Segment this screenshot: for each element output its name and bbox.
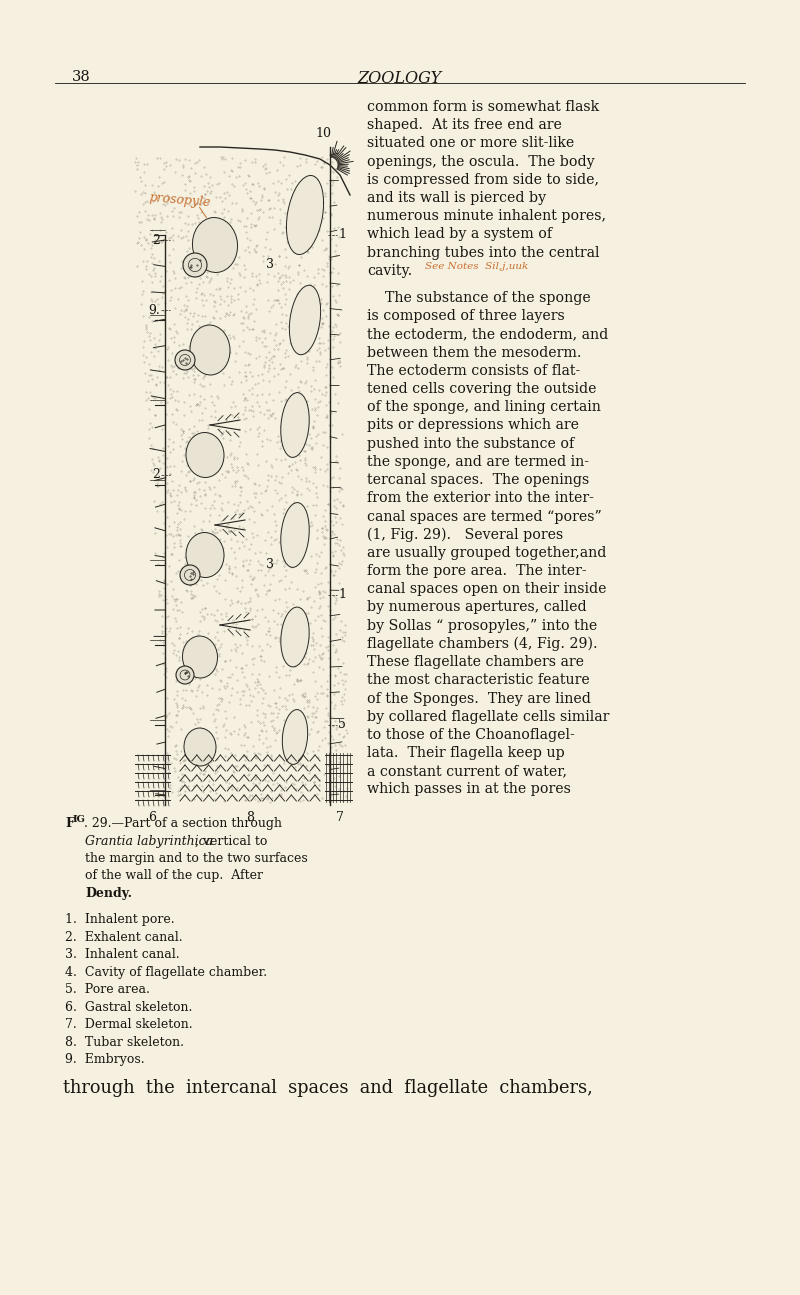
Text: lata.  Their flagella keep up: lata. Their flagella keep up [367, 746, 565, 760]
Text: 1: 1 [338, 588, 346, 601]
Text: . 29.—Part of a section through: . 29.—Part of a section through [84, 817, 282, 830]
Text: 6: 6 [148, 811, 156, 824]
Text: form the pore area.  The inter-: form the pore area. The inter- [367, 565, 586, 578]
Circle shape [180, 565, 200, 585]
Text: canal spaces are termed “pores”: canal spaces are termed “pores” [367, 509, 602, 523]
Text: flagellate chambers (4, Fig. 29).: flagellate chambers (4, Fig. 29). [367, 637, 598, 651]
Text: of the wall of the cup.  After: of the wall of the cup. After [85, 869, 263, 882]
Text: by Sollas “ prosopyles,” into the: by Sollas “ prosopyles,” into the [367, 619, 598, 633]
Text: pits or depressions which are: pits or depressions which are [367, 418, 579, 433]
Text: is compressed from side to side,: is compressed from side to side, [367, 172, 599, 186]
Text: the ectoderm, the endoderm, and: the ectoderm, the endoderm, and [367, 328, 608, 342]
Text: canal spaces open on their inside: canal spaces open on their inside [367, 583, 606, 596]
Text: 1: 1 [338, 228, 346, 241]
Text: , vertical to: , vertical to [195, 834, 267, 847]
Text: the sponge, and are termed in-: the sponge, and are termed in- [367, 455, 589, 469]
Text: the margin and to the two surfaces: the margin and to the two surfaces [85, 852, 308, 865]
Text: 38: 38 [72, 70, 90, 84]
Text: F: F [65, 817, 74, 830]
Text: a constant current of water,: a constant current of water, [367, 764, 567, 778]
Ellipse shape [290, 285, 321, 355]
Text: See Notes  Sil,j,uuk: See Notes Sil,j,uuk [425, 262, 528, 271]
Text: 2: 2 [152, 469, 160, 482]
Text: by numerous apertures, called: by numerous apertures, called [367, 601, 586, 615]
Text: 6.  Gastral skeleton.: 6. Gastral skeleton. [65, 1001, 192, 1014]
Text: which lead by a system of: which lead by a system of [367, 228, 552, 241]
Text: branching tubes into the central: branching tubes into the central [367, 246, 599, 259]
Text: common form is somewhat flask: common form is somewhat flask [367, 100, 599, 114]
Circle shape [176, 666, 194, 684]
Text: 7.  Dermal skeleton.: 7. Dermal skeleton. [65, 1018, 193, 1031]
Ellipse shape [193, 218, 238, 272]
Ellipse shape [186, 433, 224, 478]
Text: 7: 7 [336, 811, 344, 824]
Text: The ectoderm consists of flat-: The ectoderm consists of flat- [367, 364, 580, 378]
Text: pushed into the substance of: pushed into the substance of [367, 436, 574, 451]
Text: ZOOLOGY: ZOOLOGY [358, 70, 442, 87]
Text: 9.: 9. [148, 303, 160, 316]
Text: cavity.: cavity. [367, 264, 412, 278]
Text: are usually grouped together,and: are usually grouped together,and [367, 546, 606, 559]
Text: 5: 5 [338, 719, 346, 732]
Text: shaped.  At its free end are: shaped. At its free end are [367, 118, 562, 132]
Text: (1, Fig. 29).   Several pores: (1, Fig. 29). Several pores [367, 527, 563, 543]
Text: of the sponge, and lining certain: of the sponge, and lining certain [367, 400, 601, 414]
Text: tercanal spaces.  The openings: tercanal spaces. The openings [367, 473, 590, 487]
Circle shape [183, 253, 207, 277]
Ellipse shape [281, 392, 310, 457]
Text: 3: 3 [266, 558, 274, 571]
Text: These flagellate chambers are: These flagellate chambers are [367, 655, 584, 670]
Text: of the Sponges.  They are lined: of the Sponges. They are lined [367, 692, 591, 706]
Text: openings, the oscula.  The body: openings, the oscula. The body [367, 154, 594, 168]
Text: 8.  Tubar skeleton.: 8. Tubar skeleton. [65, 1036, 184, 1049]
Ellipse shape [190, 325, 230, 376]
Text: to those of the Choanoflagel-: to those of the Choanoflagel- [367, 728, 574, 742]
Text: 8: 8 [246, 811, 254, 824]
Text: from the exterior into the inter-: from the exterior into the inter- [367, 491, 594, 505]
Text: situated one or more slit-like: situated one or more slit-like [367, 136, 574, 150]
Ellipse shape [281, 502, 310, 567]
Text: 5.  Pore area.: 5. Pore area. [65, 983, 150, 996]
Text: which passes in at the pores: which passes in at the pores [367, 782, 571, 796]
Ellipse shape [281, 607, 309, 667]
Text: numerous minute inhalent pores,: numerous minute inhalent pores, [367, 210, 606, 223]
Ellipse shape [182, 636, 218, 679]
Text: Grantia labyrinthica: Grantia labyrinthica [85, 834, 213, 847]
Text: 10: 10 [315, 127, 331, 140]
Text: 3: 3 [266, 259, 274, 272]
Text: 4.  Cavity of flagellate chamber.: 4. Cavity of flagellate chamber. [65, 966, 267, 979]
Text: and its wall is pierced by: and its wall is pierced by [367, 190, 546, 205]
Text: The substance of the sponge: The substance of the sponge [367, 291, 590, 306]
Text: 3.  Inhalent canal.: 3. Inhalent canal. [65, 948, 180, 961]
Circle shape [175, 350, 195, 370]
Text: 9.  Embryos.: 9. Embryos. [65, 1053, 145, 1066]
Text: between them the mesoderm.: between them the mesoderm. [367, 346, 582, 360]
Ellipse shape [286, 176, 323, 255]
Text: 1.  Inhalent pore.: 1. Inhalent pore. [65, 913, 174, 926]
Text: IG: IG [73, 816, 86, 825]
Text: through  the  intercanal  spaces  and  flagellate  chambers,: through the intercanal spaces and flagel… [63, 1079, 593, 1097]
Text: 2: 2 [152, 233, 160, 246]
Text: 2.  Exhalent canal.: 2. Exhalent canal. [65, 931, 182, 944]
Text: the most characteristic feature: the most characteristic feature [367, 673, 590, 688]
Text: 4: 4 [206, 458, 214, 471]
Ellipse shape [186, 532, 224, 578]
Ellipse shape [282, 710, 308, 764]
Text: by collared flagellate cells similar: by collared flagellate cells similar [367, 710, 610, 724]
Text: prosopyle: prosopyle [148, 190, 210, 210]
Text: 4: 4 [211, 348, 219, 361]
Text: Dendy.: Dendy. [85, 887, 132, 900]
Ellipse shape [184, 728, 216, 765]
Text: tened cells covering the outside: tened cells covering the outside [367, 382, 597, 396]
Text: is composed of three layers: is composed of three layers [367, 310, 565, 324]
